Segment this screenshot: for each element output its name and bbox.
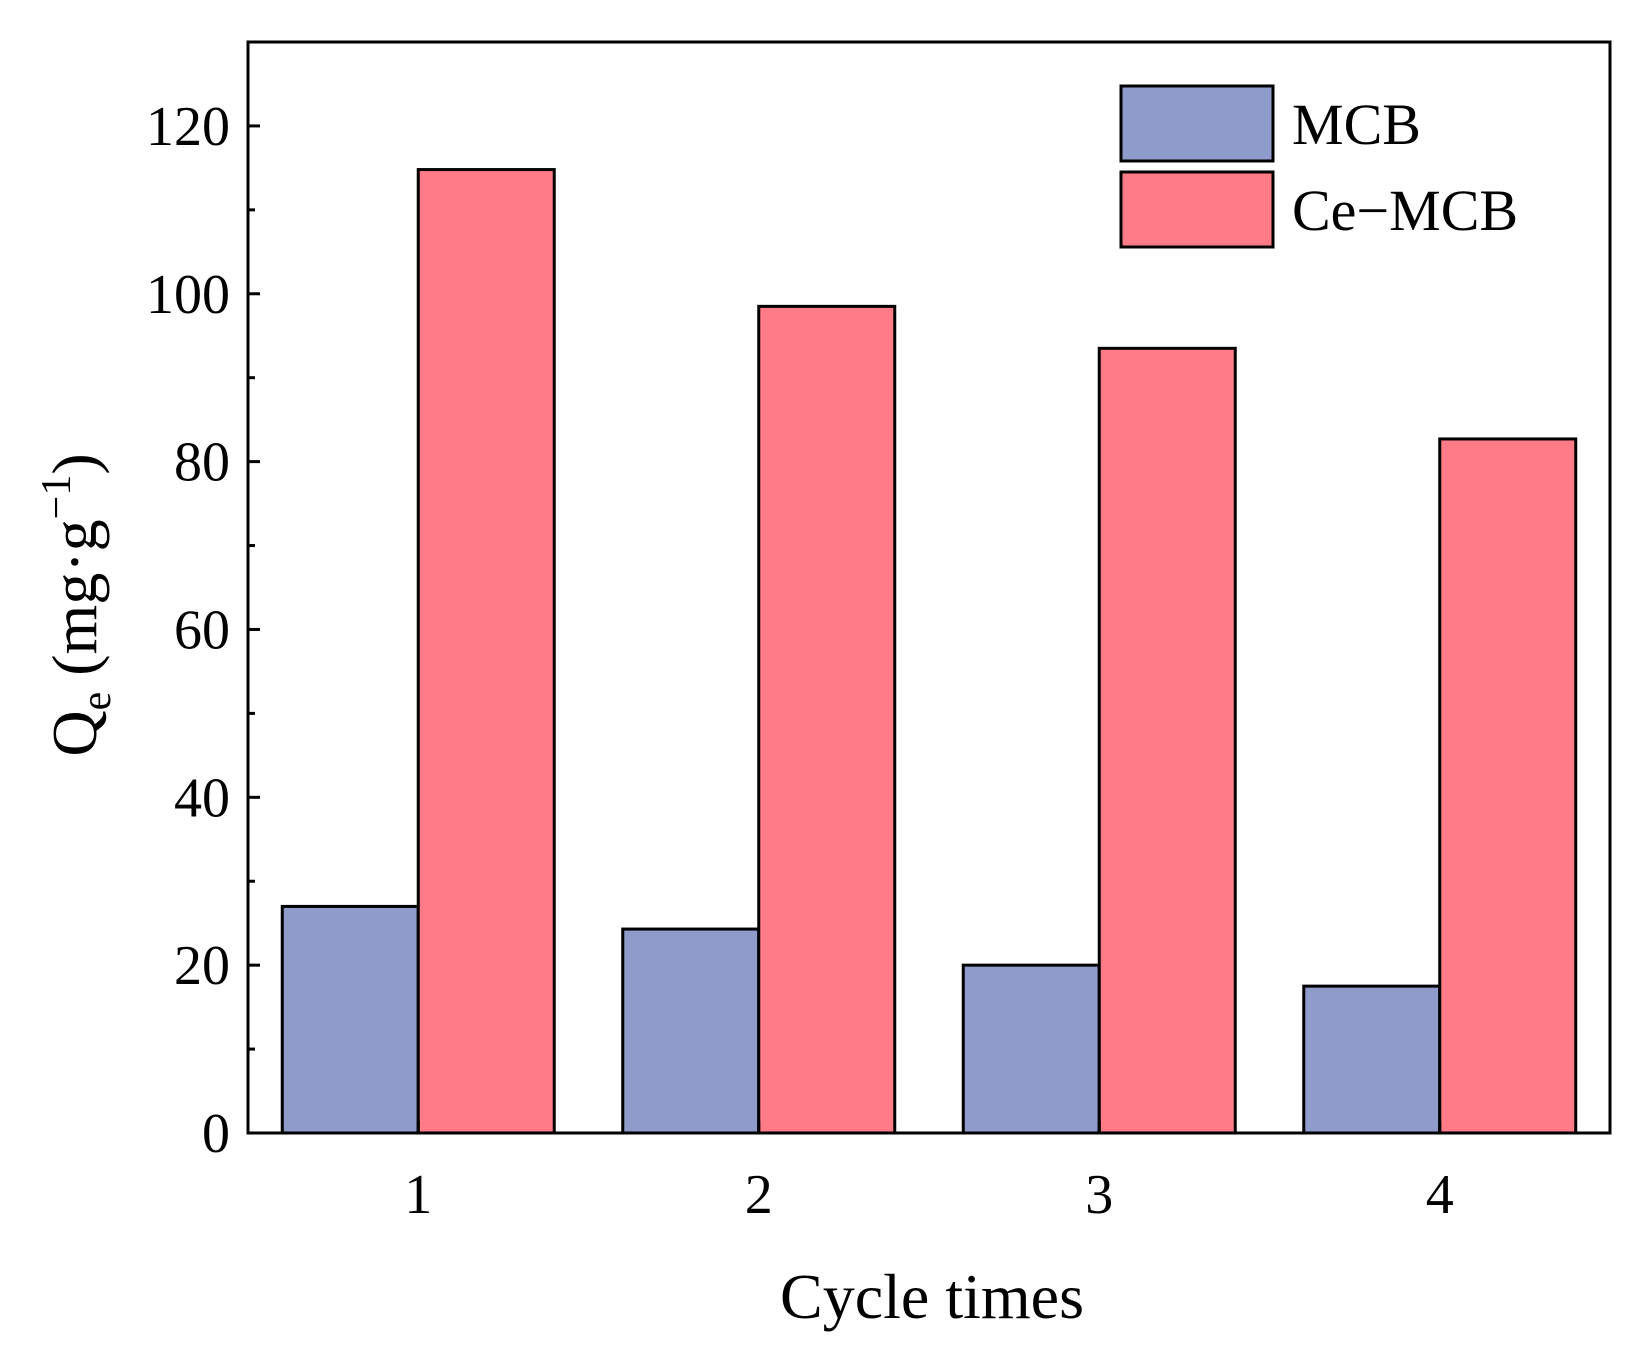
legend-swatch-mcb xyxy=(1119,84,1275,163)
bar-mcb-2 xyxy=(621,927,761,1135)
bar-mcb-3 xyxy=(961,963,1101,1135)
y-axis-title-superscript: −1 xyxy=(34,475,80,520)
legend: MCB Ce−MCB xyxy=(1119,84,1518,249)
x-tick-label: 4 xyxy=(1426,1164,1454,1226)
y-tick-label: 40 xyxy=(174,767,230,829)
bar-ce-mcb-1 xyxy=(416,168,556,1135)
y-tick-label: 120 xyxy=(146,96,230,158)
y-axis-title: Qe (mg·g−1) xyxy=(34,453,120,756)
y-tick-label: 80 xyxy=(174,432,230,494)
y-axis-title-units: (mg·g xyxy=(39,519,110,691)
y-tick-label: 0 xyxy=(202,1103,230,1165)
y-tick-label: 20 xyxy=(174,935,230,997)
legend-label-mcb: MCB xyxy=(1292,92,1421,157)
x-axis-title: Cycle times xyxy=(780,1261,1084,1332)
bar-ce-mcb-3 xyxy=(1097,346,1237,1135)
y-tick-label: 60 xyxy=(174,599,230,661)
y-axis-title-subscript: e xyxy=(74,692,120,711)
bar-mcb-4 xyxy=(1302,984,1442,1135)
y-axis-title-close: ) xyxy=(39,453,110,474)
legend-label-ce-mcb: Ce−MCB xyxy=(1292,178,1518,243)
x-tick-label: 3 xyxy=(1085,1164,1113,1226)
bar-mcb-1 xyxy=(280,904,420,1135)
x-axis: 1 2 3 4 xyxy=(404,1121,1454,1226)
x-tick-label: 1 xyxy=(404,1164,432,1226)
x-tick-label: 2 xyxy=(745,1164,773,1226)
bar-ce-mcb-4 xyxy=(1438,437,1578,1135)
bar-ce-mcb-2 xyxy=(757,304,897,1135)
y-axis-title-base: Q xyxy=(39,710,110,756)
y-tick-label: 100 xyxy=(146,264,230,326)
bars-group xyxy=(280,168,1578,1135)
plot-frame xyxy=(246,40,1612,1135)
y-axis: 0 20 40 60 80 100 120 xyxy=(146,96,260,1165)
plot-area xyxy=(246,40,1612,1135)
legend-swatch-ce-mcb xyxy=(1119,170,1275,249)
